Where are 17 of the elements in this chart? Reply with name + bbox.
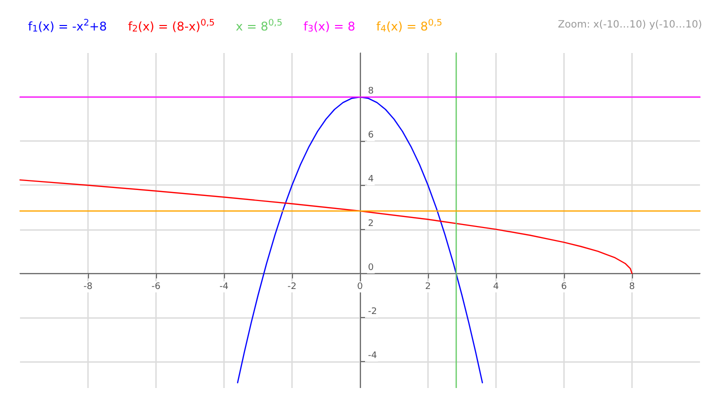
x-tick-label: -2 [288, 282, 296, 292]
x-tick-label: 8 [629, 282, 636, 292]
x-tick-label: -8 [84, 282, 93, 292]
y-tick-label: 0 [368, 262, 374, 273]
y-tick-label: 2 [368, 218, 374, 229]
y-tick-label: -4 [368, 351, 378, 362]
x-tick-label: 0 [357, 282, 364, 292]
x-tick-label: 6 [561, 282, 568, 292]
x-tick-label: 4 [493, 282, 500, 292]
text: Zoom: x(-10…10) y(-10…10) [558, 20, 702, 30]
y-tick-label: 6 [368, 130, 374, 141]
x-tick-label: -6 [152, 282, 161, 292]
y-tick-label: 8 [368, 86, 374, 97]
y-tick-label: -2 [368, 306, 377, 317]
y-tick-label: 4 [368, 174, 374, 185]
x-tick-label: 2 [425, 282, 431, 292]
x-tick-label: -4 [220, 282, 229, 292]
